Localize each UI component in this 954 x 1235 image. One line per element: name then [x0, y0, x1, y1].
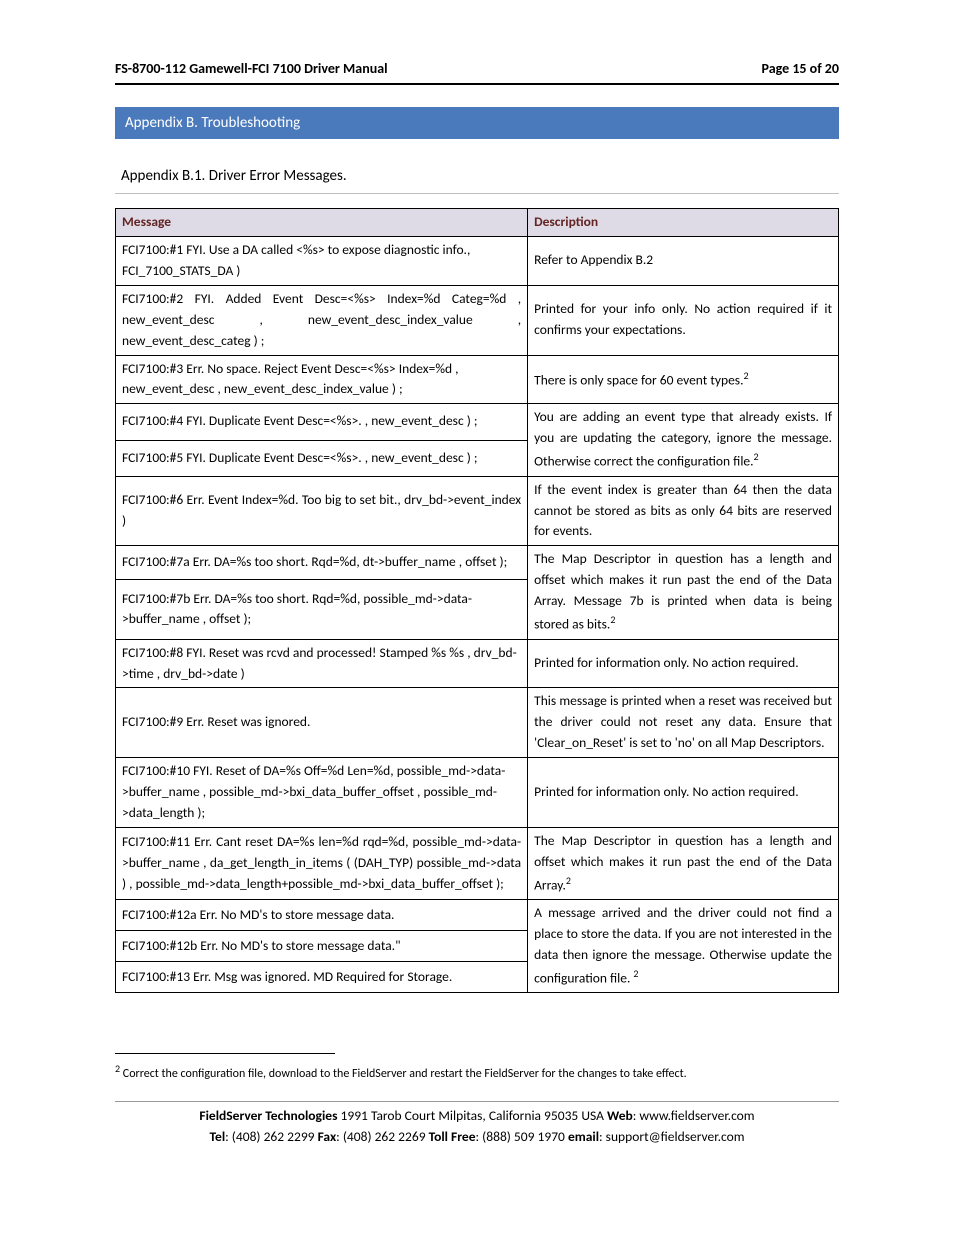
footer-company: FieldServer Technologies — [199, 1107, 337, 1124]
cell-message: FCI7100:#13 Err. Msg was ignored. MD Req… — [116, 962, 528, 993]
cell-description: Printed for information only. No action … — [528, 758, 839, 828]
cell-message: FCI7100:#10 FYI. Reset of DA=%s Off=%d L… — [116, 758, 528, 828]
error-messages-table: Message Description FCI7100:#1 FYI. Use … — [115, 208, 839, 993]
footer-tel-label: Tel — [210, 1128, 226, 1145]
appendix-title-bar: Appendix B. Troubleshooting — [115, 107, 839, 139]
cell-message: FCI7100:#3 Err. No space. Reject Event D… — [116, 355, 528, 404]
cell-message: FCI7100:#2 FYI. Added Event Desc=<%s> In… — [116, 285, 528, 355]
footnote-ref: 2 — [633, 967, 638, 980]
cell-message: FCI7100:#5 FYI. Duplicate Event Desc=<%s… — [116, 440, 528, 476]
document-page: FS-8700-112 Gamewell-FCI 7100 Driver Man… — [0, 0, 954, 1187]
footer-tollfree: : (888) 509 1970 — [476, 1128, 568, 1145]
cell-message: FCI7100:#7a Err. DA=%s too short. Rqd=%d… — [116, 546, 528, 580]
cell-description: A message arrived and the driver could n… — [528, 900, 839, 993]
header-title: FS-8700-112 Gamewell-FCI 7100 Driver Man… — [115, 60, 388, 77]
footnote-ref: 2 — [754, 450, 759, 463]
table-row: FCI7100:#3 Err. No space. Reject Event D… — [116, 355, 839, 404]
cell-message: FCI7100:#4 FYI. Duplicate Event Desc=<%s… — [116, 404, 528, 440]
cell-description: Printed for your info only. No action re… — [528, 285, 839, 355]
table-row: FCI7100:#6 Err. Event Index=%d. Too big … — [116, 476, 839, 546]
footer-email: : support@fieldserver.com — [599, 1128, 744, 1145]
table-row: FCI7100:#12a Err. No MD's to store messa… — [116, 900, 839, 931]
table-row: FCI7100:#7a Err. DA=%s too short. Rqd=%d… — [116, 546, 839, 580]
cell-message: FCI7100:#11 Err. Cant reset DA=%s len=%d… — [116, 827, 528, 899]
cell-description: There is only space for 60 event types.2 — [528, 355, 839, 404]
footnote: 2 Correct the configuration file, downlo… — [115, 1062, 839, 1081]
footer-email-label: email — [568, 1128, 599, 1145]
cell-description: Refer to Appendix B.2 — [528, 236, 839, 285]
page-header: FS-8700-112 Gamewell-FCI 7100 Driver Man… — [115, 60, 839, 83]
footer-web-label: Web — [607, 1107, 633, 1124]
cell-message: FCI7100:#7b Err. DA=%s too short. Rqd=%d… — [116, 580, 528, 639]
page-footer: FieldServer Technologies 1991 Tarob Cour… — [115, 1106, 839, 1147]
footnote-ref: 2 — [610, 613, 615, 626]
footer-fax: : (408) 262 2269 — [336, 1128, 428, 1145]
cell-description: The Map Descriptor in question has a len… — [528, 546, 839, 639]
table-row: FCI7100:#11 Err. Cant reset DA=%s len=%d… — [116, 827, 839, 899]
footer-tel: : (408) 262 2299 — [225, 1128, 317, 1145]
footnote-ref: 2 — [743, 369, 748, 382]
col-header-message: Message — [116, 209, 528, 237]
cell-description: This message is printed when a reset was… — [528, 688, 839, 758]
table-row: FCI7100:#9 Err. Reset was ignored.This m… — [116, 688, 839, 758]
cell-message: FCI7100:#9 Err. Reset was ignored. — [116, 688, 528, 758]
table-row: FCI7100:#1 FYI. Use a DA called <%s> to … — [116, 236, 839, 285]
footer-tollfree-label: Toll Free — [429, 1128, 476, 1145]
cell-description: The Map Descriptor in question has a len… — [528, 827, 839, 899]
cell-message: FCI7100:#8 FYI. Reset was rcvd and proce… — [116, 639, 528, 688]
table-row: FCI7100:#10 FYI. Reset of DA=%s Off=%d L… — [116, 758, 839, 828]
cell-message: FCI7100:#1 FYI. Use a DA called <%s> to … — [116, 236, 528, 285]
cell-message: FCI7100:#12b Err. No MD's to store messa… — [116, 931, 528, 962]
header-rule — [115, 83, 839, 85]
table-header-row: Message Description — [116, 209, 839, 237]
appendix-subtitle: Appendix B.1. Driver Error Messages. — [115, 167, 839, 194]
table-row: FCI7100:#4 FYI. Duplicate Event Desc=<%s… — [116, 404, 839, 440]
footer-address: 1991 Tarob Court Milpitas, California 95… — [337, 1107, 607, 1124]
cell-description: If the event index is greater than 64 th… — [528, 476, 839, 546]
footnote-rule — [115, 1053, 335, 1054]
table-row: FCI7100:#8 FYI. Reset was rcvd and proce… — [116, 639, 839, 688]
footer-fax-label: Fax — [318, 1128, 337, 1145]
cell-message: FCI7100:#6 Err. Event Index=%d. Too big … — [116, 476, 528, 546]
cell-description: Printed for information only. No action … — [528, 639, 839, 688]
table-row: FCI7100:#2 FYI. Added Event Desc=<%s> In… — [116, 285, 839, 355]
cell-description: You are adding an event type that alread… — [528, 404, 839, 476]
cell-message: FCI7100:#12a Err. No MD's to store messa… — [116, 900, 528, 931]
footnote-ref: 2 — [566, 874, 571, 887]
footnote-text: Correct the configuration file, download… — [120, 1067, 687, 1081]
col-header-description: Description — [528, 209, 839, 237]
footer-web: : www.fieldserver.com — [633, 1107, 755, 1124]
header-page-number: Page 15 of 20 — [762, 60, 839, 77]
